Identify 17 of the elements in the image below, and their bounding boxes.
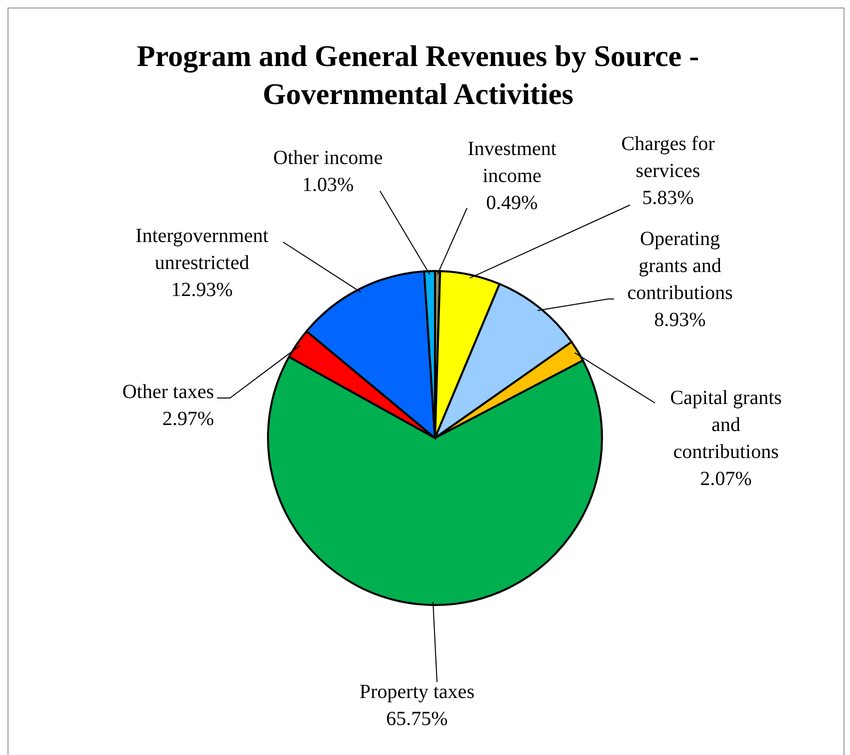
slice-label: Capital grants and contributions [670,387,782,463]
data-label: 0.49% [486,192,538,214]
data-label: 65.75% [386,708,448,730]
data-label: 12.93% [171,279,233,301]
chart-title: Program and General Revenues by Source - Governmental Activities [136,40,700,111]
data-label: 1.03% [302,174,354,196]
slice-label: Property taxes [360,681,475,703]
slice-label: Investment income [468,138,557,187]
data-label: 2.07% [700,468,752,490]
slice-label: Intergovernment unrestricted [136,225,269,274]
data-label: 5.83% [642,187,694,209]
slice-label: Other taxes [122,381,214,403]
slice-label: Other income [273,147,383,169]
slice-label: Operating grants and contributions [627,228,733,304]
data-label: 2.97% [162,408,214,430]
data-label: 8.93% [654,309,706,331]
slice-label: Charges for services [621,133,716,182]
